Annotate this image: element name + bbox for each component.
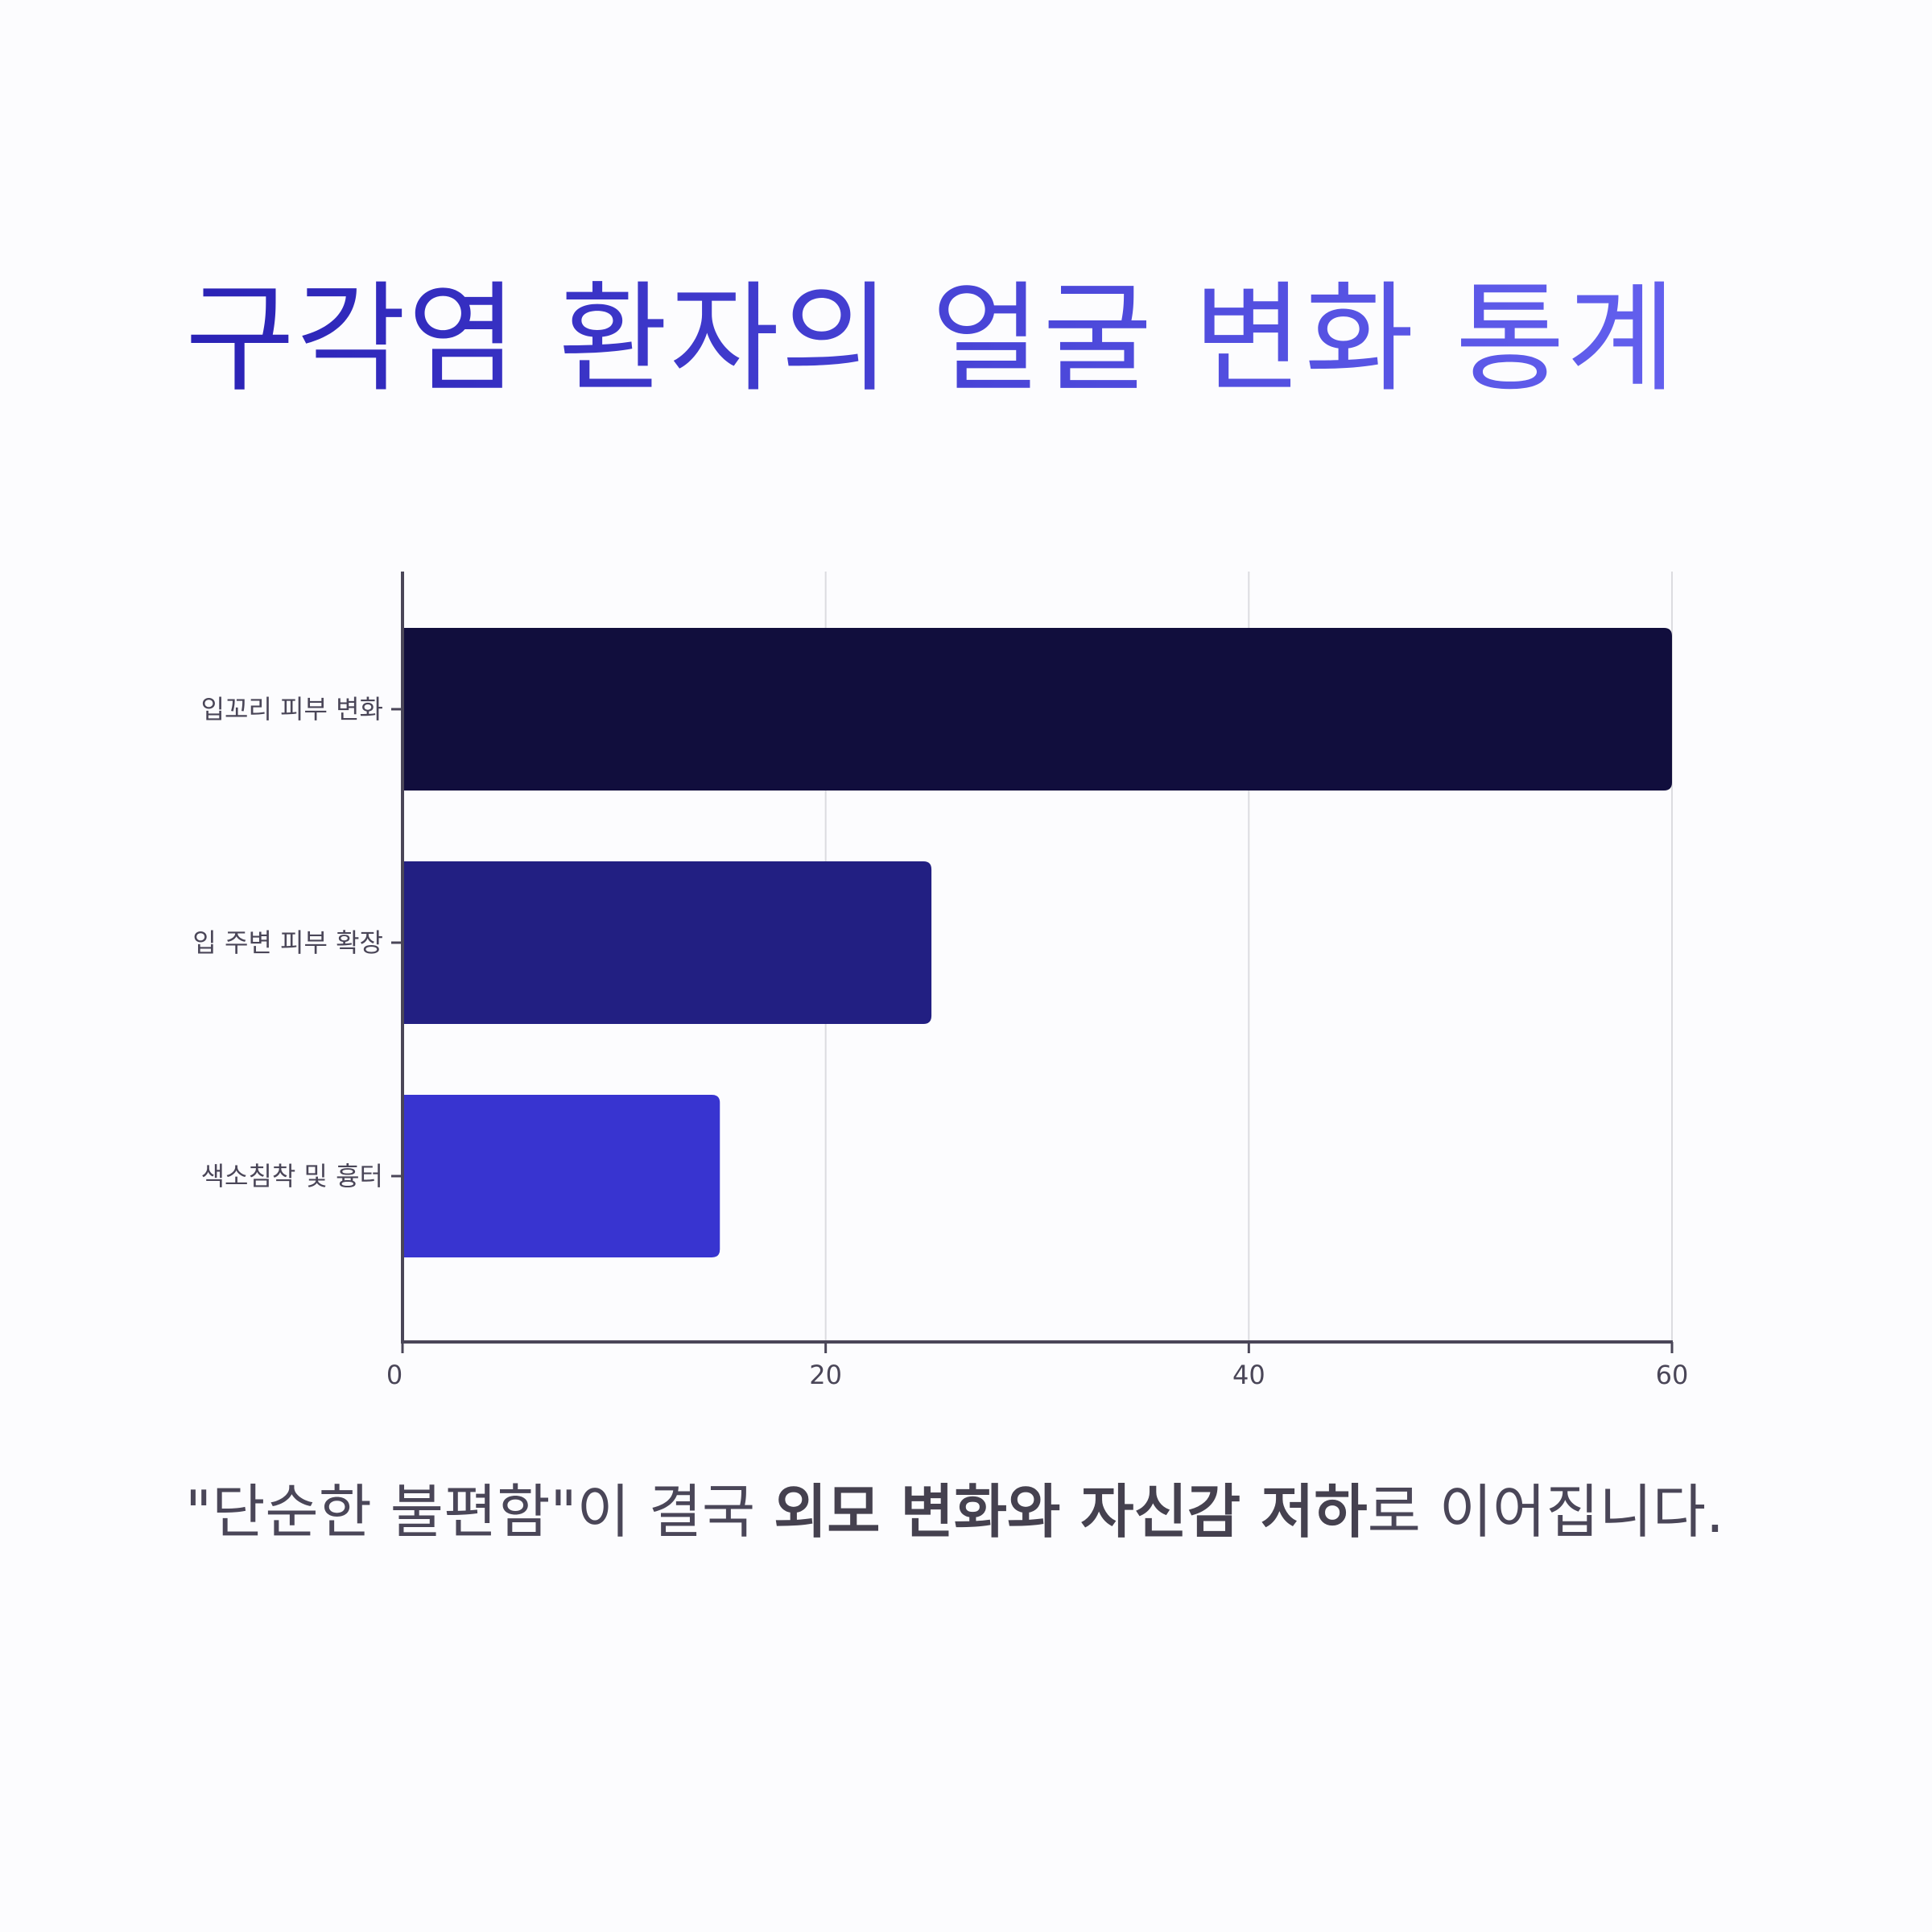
bars bbox=[402, 628, 1672, 1257]
caption-bold: 외모 변화와 자신감 저하 bbox=[774, 1478, 1368, 1546]
caption-part1: "단순한 불편함"이 결국 bbox=[185, 1478, 774, 1546]
x-tick-label-1: 20 bbox=[809, 1360, 842, 1390]
category-label-0: 입꼬리 피부 변화 bbox=[201, 694, 383, 724]
caption: "단순한 불편함"이 결국 외모 변화와 자신감 저하로 이어집니다. bbox=[185, 1461, 1763, 1563]
title-text: 구각염 환자의 얼굴 변화 통계 bbox=[185, 270, 1678, 408]
x-tick-label-3: 60 bbox=[1656, 1360, 1689, 1390]
page-title: 구각염 환자의 얼굴 변화 통계 bbox=[185, 274, 1678, 405]
category-label-1: 입 주변 피부 확장 bbox=[192, 927, 383, 958]
bar-2 bbox=[402, 1095, 720, 1257]
bar-0 bbox=[402, 628, 1672, 791]
axes bbox=[391, 572, 1674, 1353]
bar-1 bbox=[402, 861, 932, 1024]
x-tick-label-2: 40 bbox=[1232, 1360, 1265, 1390]
caption-part2: 로 이어집니다. bbox=[1367, 1478, 1724, 1546]
x-tick-label-0: 0 bbox=[386, 1360, 402, 1390]
category-label-2: 색소침착 및 흉터 bbox=[201, 1161, 383, 1191]
